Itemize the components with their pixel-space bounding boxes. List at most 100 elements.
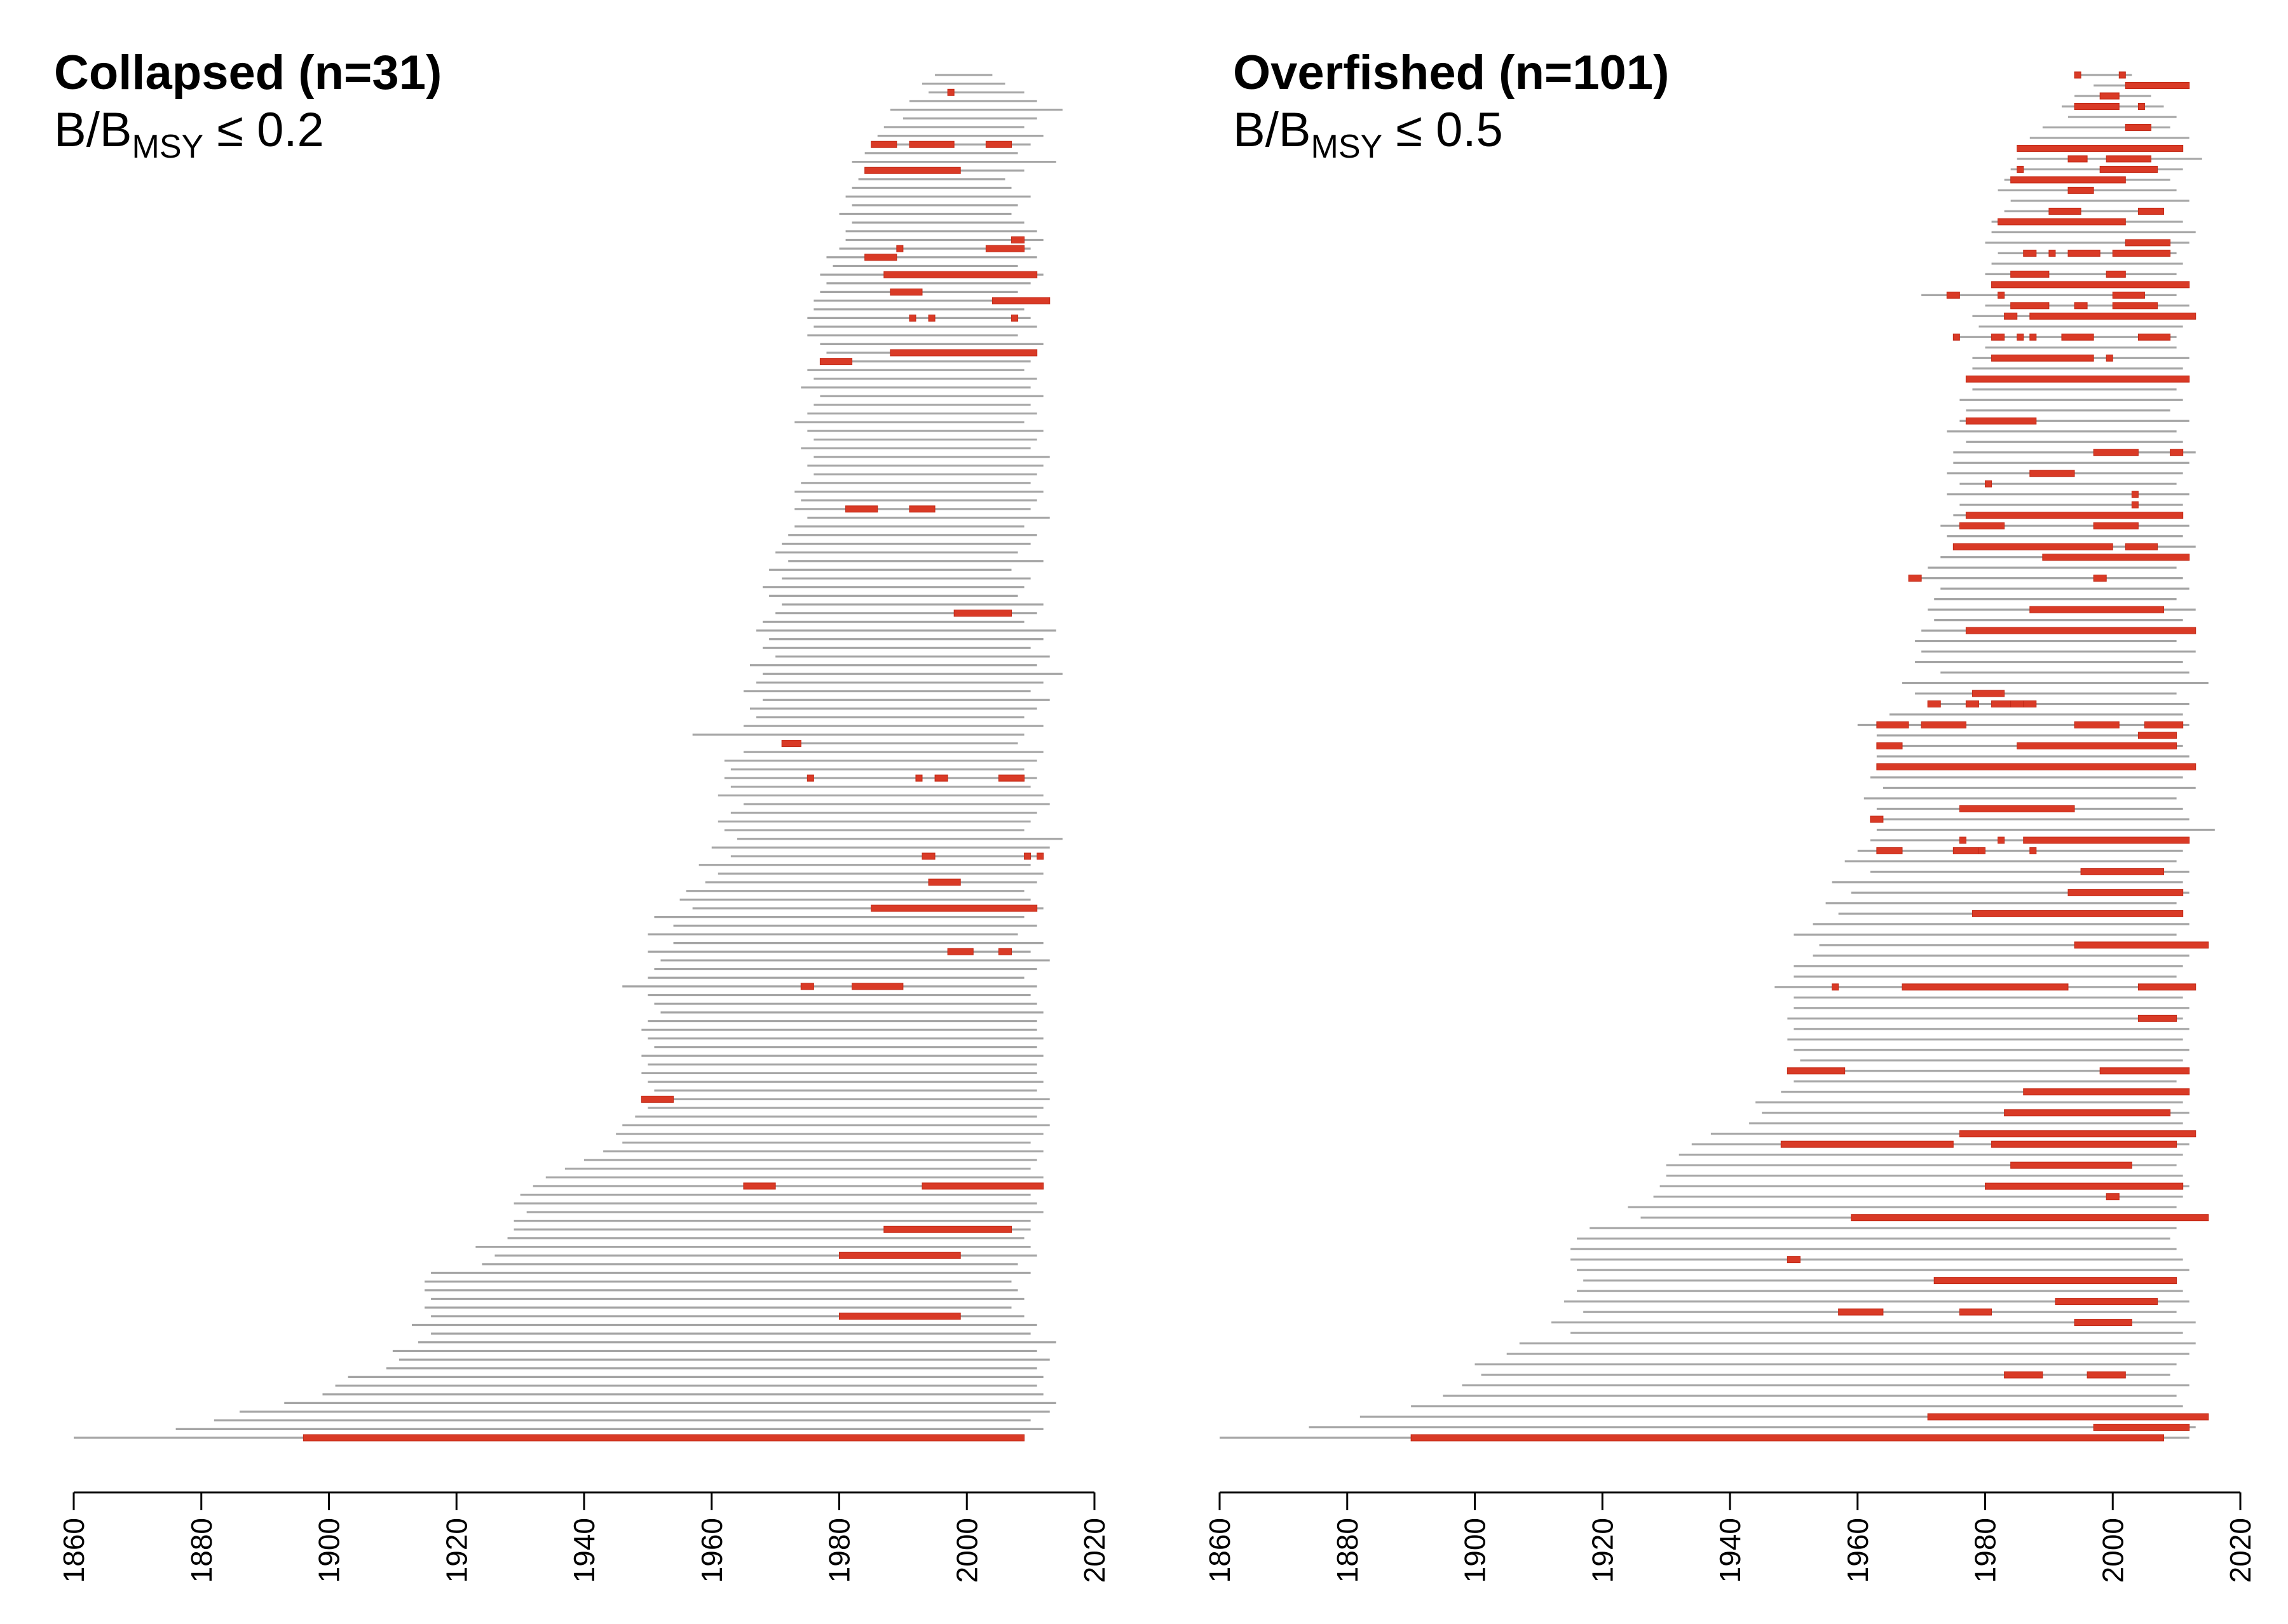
- threshold-segment: [2048, 249, 2056, 257]
- threshold-segment: [2029, 847, 2037, 854]
- threshold-segment: [1921, 721, 1966, 729]
- threshold-segment: [2118, 71, 2126, 79]
- threshold-segment: [1985, 480, 1992, 488]
- threshold-segment: [864, 167, 961, 174]
- x-tick-label: 1900: [313, 1518, 346, 1583]
- threshold-segment: [1965, 375, 2190, 383]
- subtitle-prefix: B/B: [1233, 103, 1311, 157]
- threshold-segment: [953, 610, 1012, 617]
- threshold-segment: [2137, 983, 2196, 991]
- threshold-segment: [871, 140, 897, 148]
- threshold-segment: [1927, 1413, 2209, 1421]
- threshold-segment: [807, 774, 814, 782]
- subtitle-subscript: MSY: [132, 128, 204, 165]
- x-tick-label: 1980: [1969, 1518, 2002, 1583]
- threshold-segment: [883, 271, 1038, 278]
- threshold-segment: [2112, 291, 2145, 299]
- x-tick-label: 1880: [1331, 1518, 1364, 1583]
- x-tick-label: 1940: [568, 1518, 601, 1583]
- threshold-segment: [2004, 312, 2018, 320]
- subtitle-prefix: B/B: [54, 103, 132, 157]
- x-tick-label: 1900: [1459, 1518, 1492, 1583]
- threshold-segment: [1876, 847, 1903, 854]
- threshold-segment: [2067, 249, 2101, 257]
- threshold-segment: [1998, 291, 2005, 299]
- threshold-segment: [2055, 1298, 2158, 1306]
- x-axis: 1860 1880 1900 1920 1940 1960 1980 2000 2020: [1203, 1491, 2257, 1583]
- threshold-segment: [1927, 700, 1941, 708]
- threshold-segment: [2106, 155, 2151, 163]
- threshold-segment: [1971, 910, 2184, 917]
- threshold-segment: [928, 878, 961, 886]
- threshold-segment: [934, 774, 948, 782]
- threshold-segment: [1908, 575, 1922, 582]
- threshold-segment: [845, 505, 878, 513]
- threshold-segment: [922, 1182, 1044, 1190]
- threshold-segment: [1876, 742, 1903, 750]
- x-tick-label: 2020: [1078, 1518, 1111, 1583]
- panel-title: Collapsed (n=31): [54, 46, 442, 100]
- threshold-segment: [2093, 449, 2139, 456]
- threshold-segment: [2004, 1109, 2171, 1117]
- subtitle-subscript: MSY: [1311, 128, 1383, 165]
- threshold-segment: [2137, 732, 2177, 739]
- threshold-segment: [2010, 1161, 2132, 1169]
- threshold-segment: [1985, 1182, 2184, 1190]
- threshold-segment: [1991, 1140, 2177, 1148]
- threshold-segment: [2125, 543, 2158, 550]
- threshold-segment: [2074, 721, 2120, 729]
- x-tick-label: 2020: [2224, 1518, 2257, 1583]
- threshold-segment: [909, 314, 916, 322]
- threshold-segment: [2010, 176, 2126, 184]
- threshold-segment: [2093, 522, 2139, 529]
- threshold-segment: [1959, 836, 1966, 844]
- threshold-segment: [2074, 102, 2120, 110]
- threshold-segment: [2125, 123, 2151, 131]
- threshold-segment: [743, 1182, 776, 1190]
- threshold-segment: [2067, 186, 2094, 194]
- threshold-segment: [909, 505, 936, 513]
- threshold-segment: [1978, 847, 1985, 854]
- threshold-segment: [2125, 81, 2190, 89]
- threshold-segment: [2106, 354, 2113, 362]
- threshold-segment: [1952, 543, 2113, 550]
- threshold-segment: [2023, 249, 2037, 257]
- threshold-segment: [1780, 1140, 1954, 1148]
- threshold-segment: [909, 140, 955, 148]
- subtitle-suffix: ≤ 0.5: [1382, 103, 1503, 157]
- threshold-segment: [2099, 1067, 2190, 1075]
- threshold-segment: [1851, 1214, 2209, 1222]
- x-tick-label: 2000: [2096, 1518, 2129, 1583]
- threshold-segment: [781, 740, 801, 747]
- threshold-segment: [1787, 1256, 1801, 1264]
- threshold-segment: [2106, 1193, 2120, 1201]
- threshold-segment: [2023, 836, 2190, 844]
- threshold-segment: [1952, 847, 1979, 854]
- threshold-segment: [2074, 1319, 2132, 1327]
- threshold-segment: [2080, 868, 2165, 875]
- threshold-segment: [896, 245, 904, 252]
- threshold-segment: [2112, 302, 2158, 310]
- x-tick-label: 2000: [950, 1518, 983, 1583]
- threshold-segment: [2137, 102, 2145, 110]
- threshold-segment: [1946, 291, 1960, 299]
- stock-timeline-bars: [1220, 71, 2215, 1442]
- threshold-segment: [2010, 270, 2050, 278]
- threshold-segment: [2137, 1014, 2177, 1022]
- x-tick-label: 1960: [1841, 1518, 1874, 1583]
- threshold-segment: [1991, 354, 2094, 362]
- threshold-segment: [2093, 1424, 2190, 1431]
- threshold-segment: [1024, 852, 1032, 860]
- threshold-segment: [1991, 700, 2012, 708]
- panel-overfished: Overfished (n=101) B/BMSY ≤ 0.5 1860 1880…: [1203, 46, 2257, 1583]
- threshold-segment: [2137, 207, 2165, 215]
- threshold-segment: [2131, 491, 2139, 498]
- threshold-segment: [890, 349, 1038, 357]
- threshold-segment: [998, 774, 1025, 782]
- threshold-segment: [1011, 236, 1025, 243]
- threshold-segment: [1933, 1277, 2177, 1285]
- threshold-segment: [2017, 144, 2184, 152]
- threshold-segment: [2042, 554, 2190, 561]
- threshold-segment: [1876, 721, 1909, 729]
